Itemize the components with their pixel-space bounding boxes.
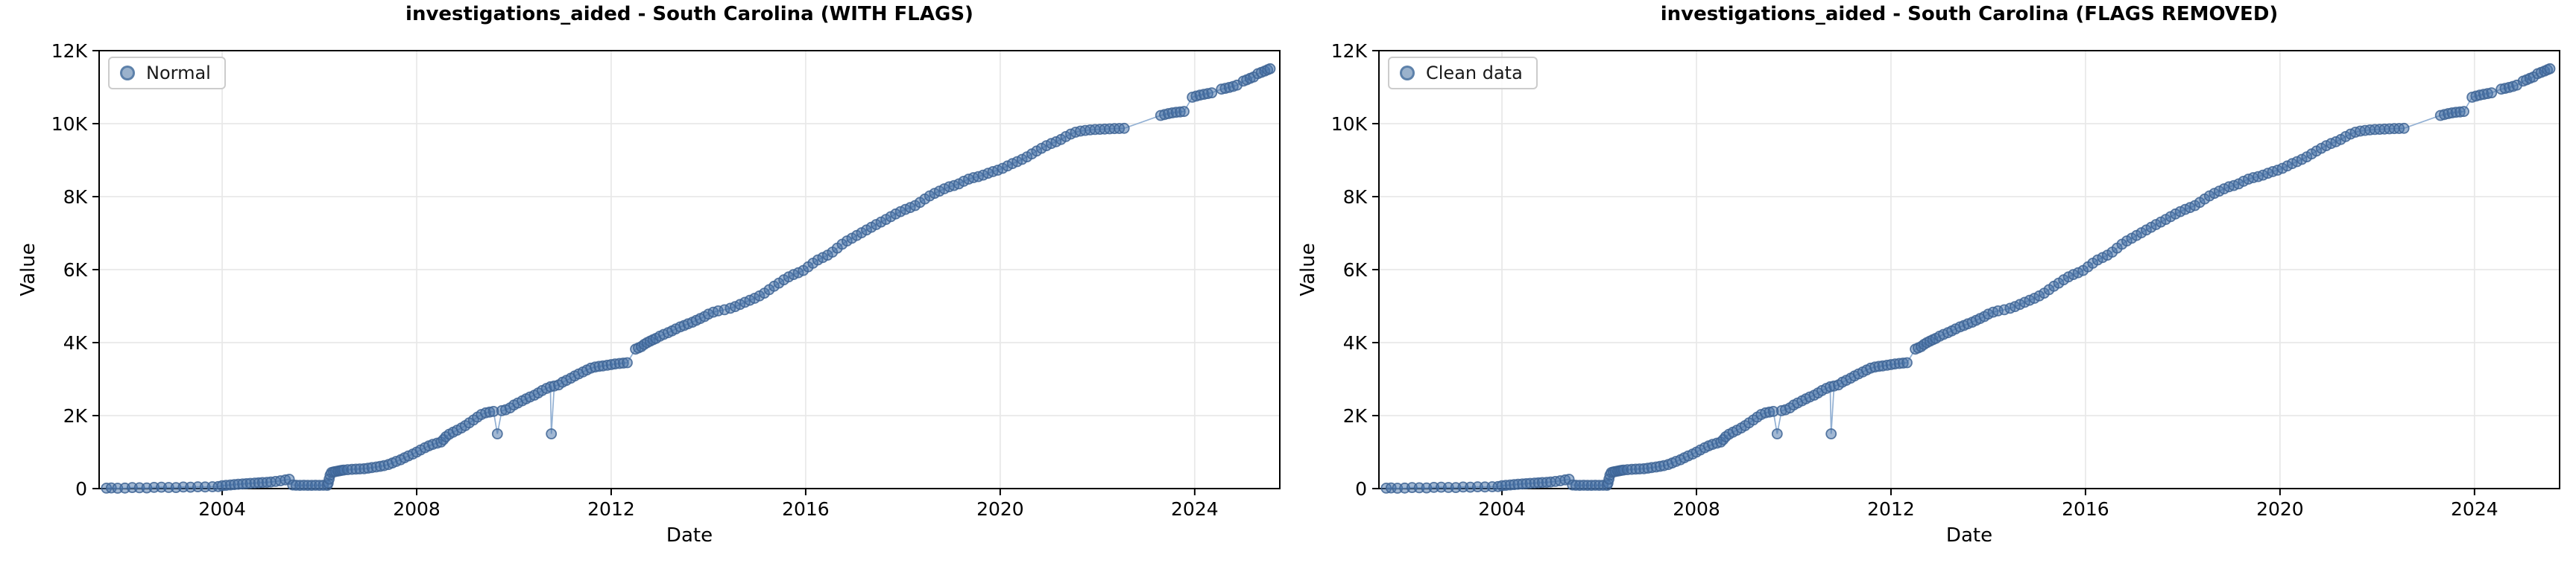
- y-tick-label: 0: [75, 478, 87, 500]
- x-tick-label: 2024: [2451, 498, 2498, 520]
- data-point: [2544, 63, 2556, 74]
- chart-panel-with-flags: 2004 2008 2012 2016 2020 2024 0 2K 4K 6K 8K 10K 12K …: [17, 3, 1281, 547]
- x-axis-label: Date: [1945, 524, 1993, 547]
- data-point: [1178, 106, 1190, 118]
- data-point: [1901, 357, 1913, 369]
- y-tick-label: 6K: [63, 259, 88, 281]
- x-tick-label: 2016: [2062, 498, 2109, 520]
- y-tick-label: 2K: [1343, 405, 1368, 427]
- data-point: [1118, 122, 1130, 134]
- data-point: [546, 428, 558, 439]
- data-point: [1771, 428, 1783, 439]
- y-tick-label: 8K: [63, 186, 88, 208]
- data-point: [1825, 428, 1837, 439]
- y-tick-label: 12K: [51, 40, 88, 62]
- chart-title: investigations_aided - South Carolina (W…: [405, 3, 973, 25]
- y-tick-label: 10K: [51, 113, 88, 135]
- y-tick-label: 4K: [1343, 332, 1368, 354]
- y-tick-label: 0: [1355, 478, 1367, 500]
- legend-marker-icon: [120, 66, 135, 80]
- y-tick-label: 8K: [1343, 186, 1368, 208]
- data-point: [2486, 87, 2498, 98]
- y-tick-label: 4K: [63, 332, 88, 354]
- y-tick-label: 6K: [1343, 259, 1368, 281]
- chart-title: investigations_aided - South Carolina (F…: [1660, 3, 2279, 25]
- data-point: [622, 357, 633, 369]
- x-tick-label: 2012: [1867, 498, 1915, 520]
- data-point: [1264, 63, 1276, 74]
- plot-area: 2004 2008 2012 2016 2020 2024 0 2K 4K 6K 8K 10K 12K: [1331, 40, 2560, 520]
- y-tick-label: 10K: [1331, 113, 1368, 135]
- x-tick-label: 2012: [587, 498, 635, 520]
- chart-panel-flags-removed: 2004 2008 2012 2016 2020 2024 0 2K 4K 6K 8K 10K 12K …: [1288, 0, 2576, 572]
- legend-label: Normal: [146, 63, 211, 83]
- legend-label: Clean data: [1426, 63, 1523, 83]
- x-tick-label: 2020: [976, 498, 1024, 520]
- x-tick-label: 2004: [198, 498, 246, 520]
- x-tick-label: 2004: [1478, 498, 1526, 520]
- x-tick-label: 2024: [1171, 498, 1219, 520]
- data-point: [2458, 106, 2469, 118]
- y-tick-label: 2K: [63, 405, 88, 427]
- y-axis-label: Value: [17, 243, 40, 296]
- data-point: [2398, 122, 2410, 134]
- x-axis-label: Date: [666, 524, 713, 547]
- x-tick-label: 2008: [1673, 498, 1720, 520]
- data-point: [491, 428, 503, 439]
- y-tick-label: 12K: [1331, 40, 1368, 62]
- y-axis-label: Value: [1297, 243, 1319, 296]
- legend-marker-icon: [1400, 66, 1415, 80]
- x-tick-label: 2020: [2256, 498, 2304, 520]
- legend: Normal: [108, 57, 226, 89]
- x-tick-label: 2016: [782, 498, 830, 520]
- legend: Clean data: [1388, 57, 1538, 89]
- x-tick-label: 2008: [393, 498, 441, 520]
- data-point: [1206, 87, 1218, 98]
- plot-area: 2004 2008 2012 2016 2020 2024 0 2K 4K 6K 8K 10K 12K: [51, 40, 1281, 520]
